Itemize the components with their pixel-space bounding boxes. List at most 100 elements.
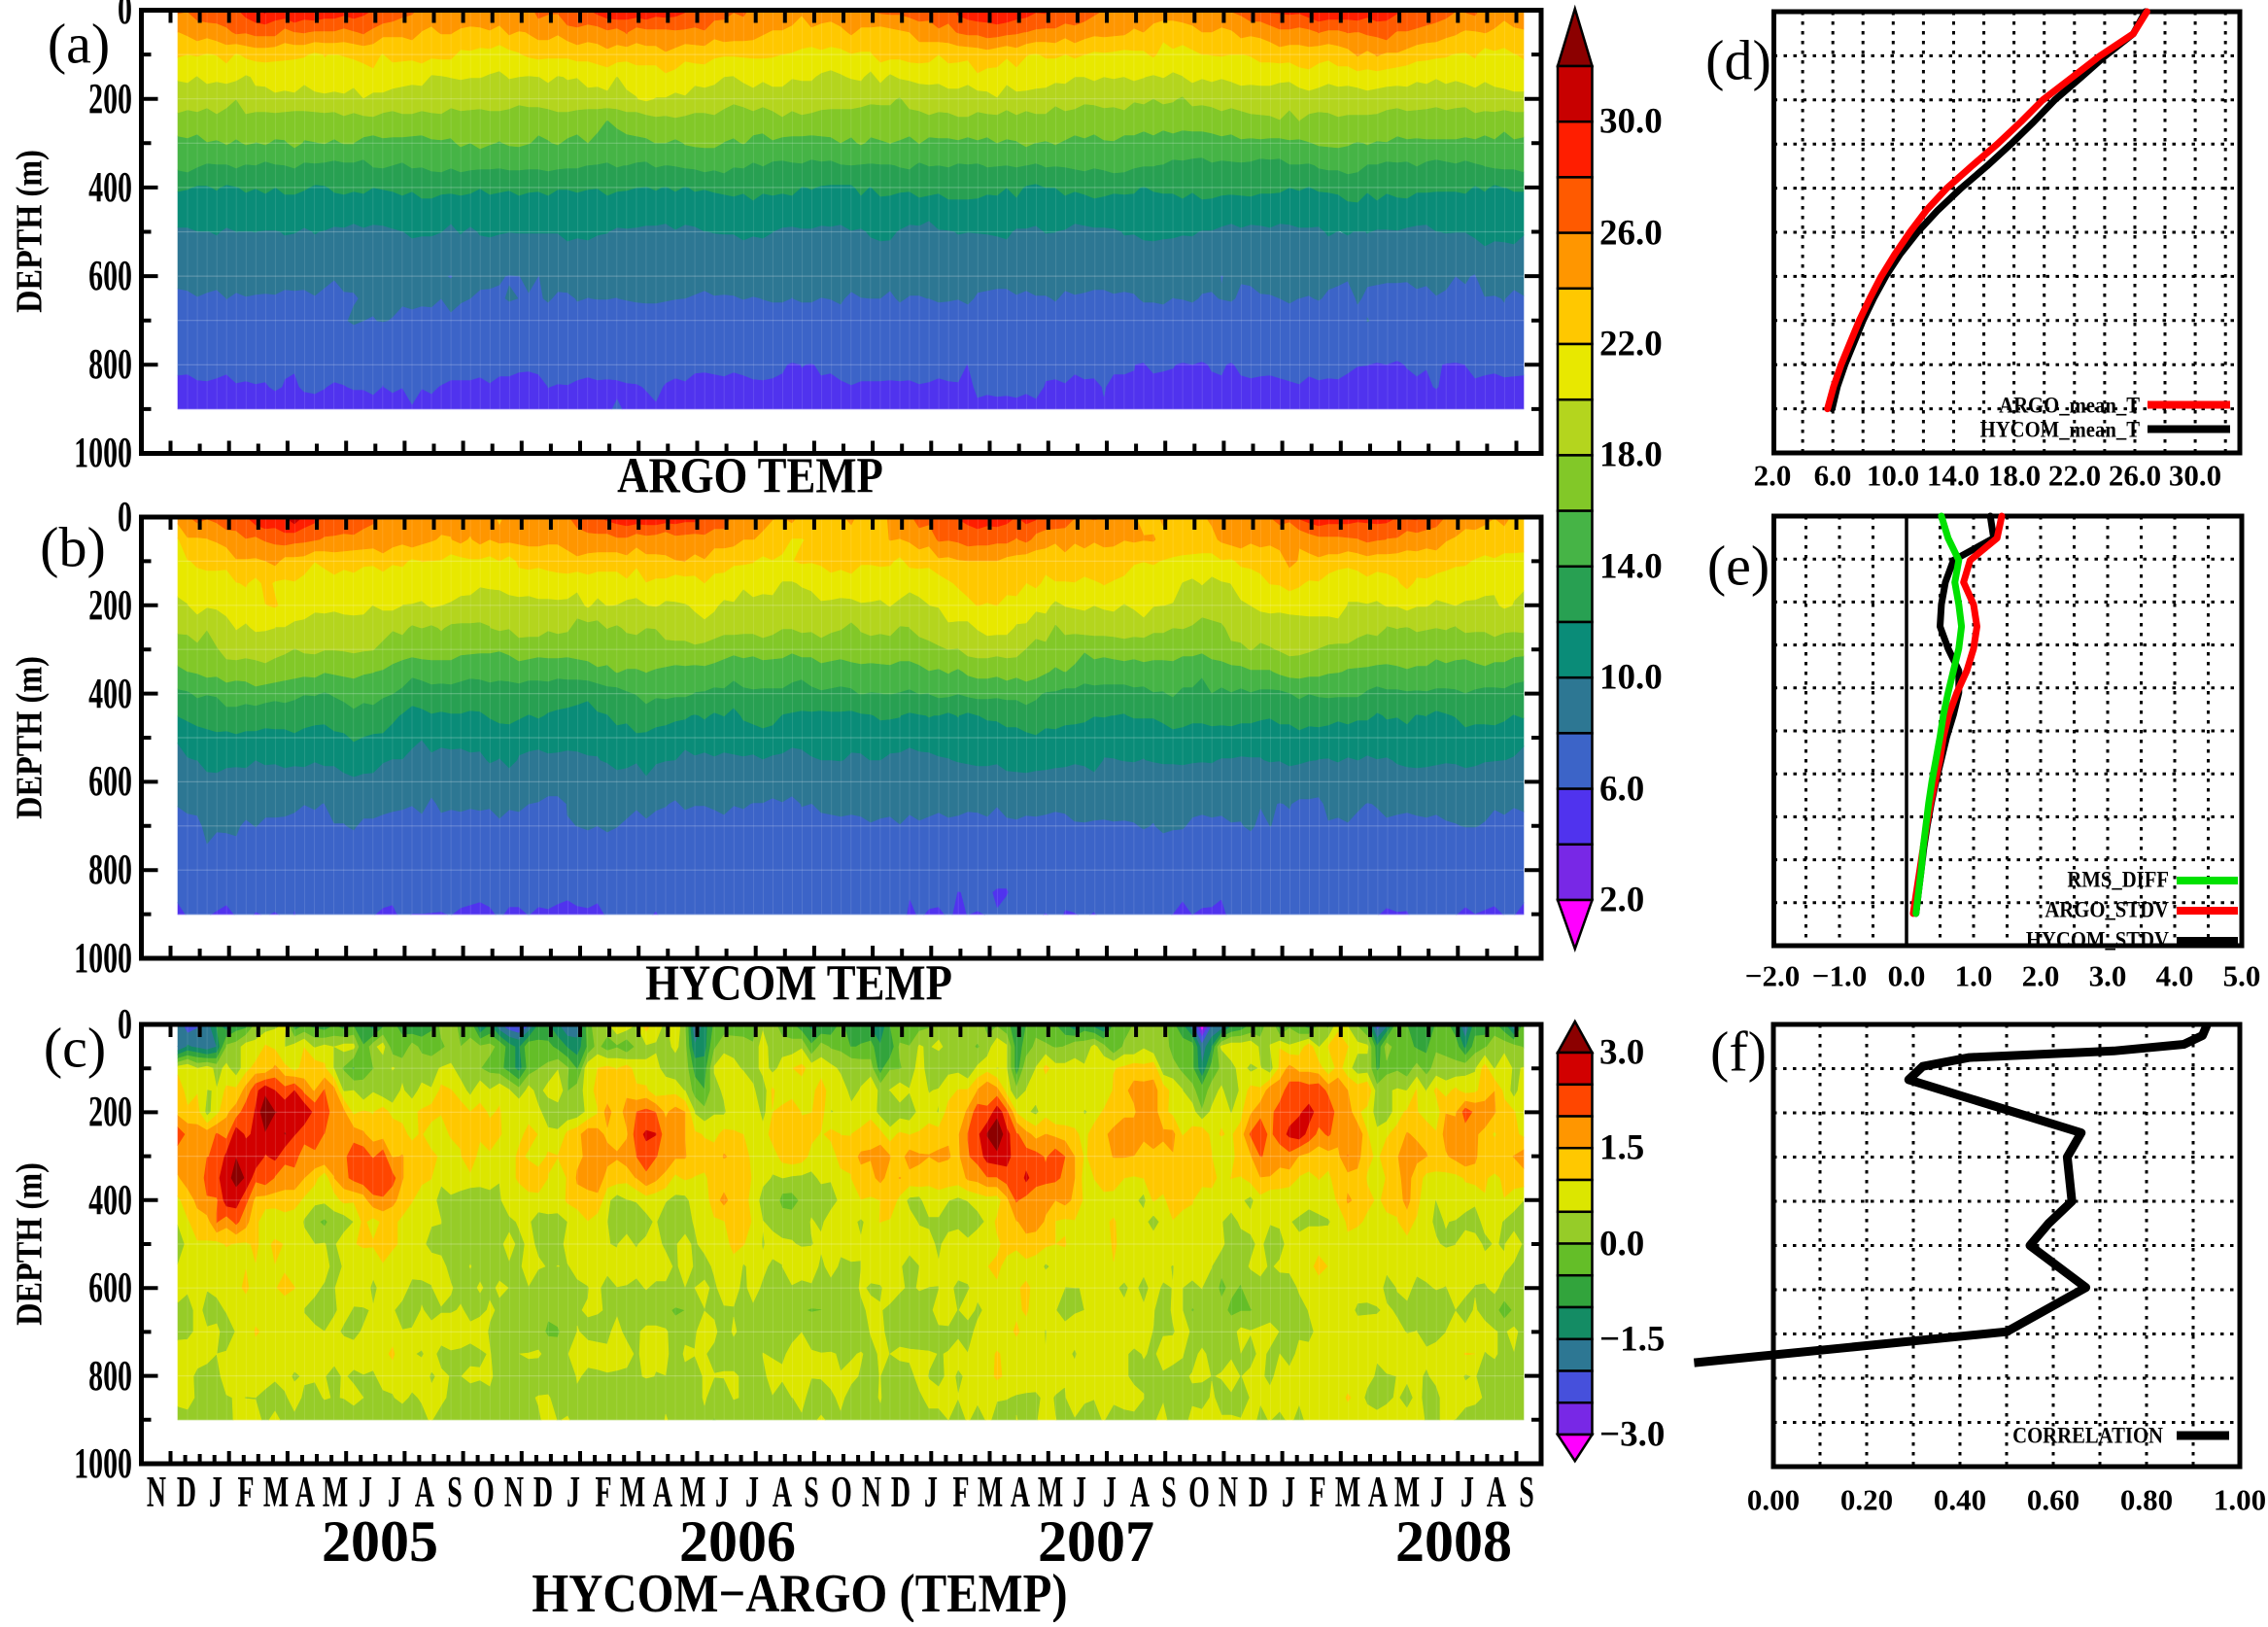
svg-text:18.0: 18.0 <box>1599 435 1663 475</box>
svg-text:M: M <box>263 1469 289 1516</box>
svg-text:F: F <box>1309 1469 1325 1516</box>
svg-text:DEPTH (m): DEPTH (m) <box>9 656 50 819</box>
svg-text:J: J <box>1460 1469 1474 1516</box>
svg-text:M: M <box>978 1469 1003 1516</box>
svg-text:M: M <box>323 1469 348 1516</box>
svg-text:2005: 2005 <box>322 1509 438 1574</box>
svg-text:N: N <box>862 1469 881 1516</box>
svg-text:J: J <box>567 1469 580 1516</box>
svg-text:4.0: 4.0 <box>2156 959 2194 993</box>
svg-text:14.0: 14.0 <box>1599 547 1663 587</box>
svg-text:O: O <box>1188 1469 1210 1516</box>
svg-text:400: 400 <box>88 163 132 211</box>
svg-text:0.00: 0.00 <box>1747 1483 1800 1517</box>
svg-text:1000: 1000 <box>74 429 132 476</box>
svg-text:800: 800 <box>88 1352 132 1400</box>
svg-text:(b): (b) <box>40 516 106 579</box>
svg-text:J: J <box>1282 1469 1295 1516</box>
svg-text:0.20: 0.20 <box>1840 1483 1893 1517</box>
svg-text:S: S <box>804 1469 819 1516</box>
svg-text:M: M <box>1335 1469 1360 1516</box>
svg-text:(c): (c) <box>44 1017 106 1080</box>
svg-text:26.0: 26.0 <box>1599 214 1663 254</box>
svg-text:N: N <box>1219 1469 1238 1516</box>
svg-text:14.0: 14.0 <box>1927 459 1979 493</box>
svg-text:22.0: 22.0 <box>2048 459 2101 493</box>
svg-text:200: 200 <box>88 75 132 122</box>
svg-text:J: J <box>1103 1469 1117 1516</box>
svg-text:J: J <box>388 1469 401 1516</box>
svg-text:J: J <box>1430 1469 1444 1516</box>
svg-text:J: J <box>209 1469 223 1516</box>
svg-text:0.80: 0.80 <box>2120 1483 2173 1517</box>
svg-text:−1.5: −1.5 <box>1599 1320 1665 1360</box>
svg-text:RMS_DIFF: RMS_DIFF <box>2067 867 2169 891</box>
svg-text:800: 800 <box>88 340 132 388</box>
svg-text:M: M <box>620 1469 645 1516</box>
svg-text:1.5: 1.5 <box>1599 1128 1644 1168</box>
svg-text:600: 600 <box>88 757 132 805</box>
svg-text:HYCOM TEMP: HYCOM TEMP <box>645 956 952 1012</box>
svg-text:10.0: 10.0 <box>1599 658 1663 698</box>
svg-text:A: A <box>1487 1469 1506 1516</box>
svg-text:0.0: 0.0 <box>1888 959 1926 993</box>
svg-text:2.0: 2.0 <box>1599 881 1644 920</box>
svg-text:(d): (d) <box>1705 29 1771 92</box>
svg-text:J: J <box>745 1469 759 1516</box>
svg-text:O: O <box>473 1469 495 1516</box>
svg-text:D: D <box>177 1469 196 1516</box>
svg-text:1000: 1000 <box>74 934 132 982</box>
svg-text:(f): (f) <box>1710 1021 1767 1084</box>
svg-text:ARGO_STDV: ARGO_STDV <box>2045 897 2169 921</box>
svg-text:−3.0: −3.0 <box>1599 1415 1665 1455</box>
svg-text:600: 600 <box>88 252 132 299</box>
svg-text:0.60: 0.60 <box>2027 1483 2079 1517</box>
svg-text:A: A <box>1011 1469 1030 1516</box>
svg-text:F: F <box>237 1469 254 1516</box>
svg-text:(a): (a) <box>48 13 110 76</box>
svg-text:200: 200 <box>88 581 132 629</box>
svg-text:J: J <box>359 1469 372 1516</box>
svg-text:DEPTH (m): DEPTH (m) <box>9 150 50 313</box>
svg-text:−2.0: −2.0 <box>1745 959 1800 993</box>
svg-text:1.00: 1.00 <box>2214 1483 2266 1517</box>
svg-text:M: M <box>1038 1469 1063 1516</box>
svg-text:0.0: 0.0 <box>1599 1225 1644 1264</box>
svg-text:ARGO TEMP: ARGO TEMP <box>617 449 883 504</box>
svg-text:2007: 2007 <box>1038 1509 1154 1574</box>
svg-text:CORRELATION: CORRELATION <box>2012 1423 2163 1447</box>
svg-text:A: A <box>773 1469 792 1516</box>
svg-text:0: 0 <box>118 1000 132 1048</box>
svg-text:HYCOM−ARGO (TEMP): HYCOM−ARGO (TEMP) <box>532 1564 1067 1622</box>
svg-text:3.0: 3.0 <box>2089 959 2127 993</box>
svg-text:A: A <box>295 1469 315 1516</box>
svg-text:30.0: 30.0 <box>2169 459 2221 493</box>
svg-text:DEPTH (m): DEPTH (m) <box>9 1162 50 1326</box>
svg-text:ARGO_mean_T: ARGO_mean_T <box>1999 393 2140 417</box>
svg-text:10.0: 10.0 <box>1867 459 1919 493</box>
svg-text:S: S <box>1161 1469 1177 1516</box>
svg-text:J: J <box>924 1469 938 1516</box>
svg-text:HYCOM_STDV: HYCOM_STDV <box>2026 927 2169 952</box>
svg-text:3.0: 3.0 <box>1599 1033 1644 1073</box>
svg-text:J: J <box>715 1469 729 1516</box>
svg-text:0: 0 <box>118 493 132 540</box>
svg-text:A: A <box>1130 1469 1150 1516</box>
svg-text:M: M <box>1394 1469 1420 1516</box>
svg-text:N: N <box>504 1469 524 1516</box>
svg-text:0: 0 <box>118 0 132 34</box>
svg-text:1.0: 1.0 <box>1955 959 1993 993</box>
svg-text:A: A <box>1368 1469 1388 1516</box>
svg-text:D: D <box>891 1469 911 1516</box>
svg-text:2.0: 2.0 <box>1754 459 1792 493</box>
svg-text:18.0: 18.0 <box>1988 459 2041 493</box>
svg-text:6.0: 6.0 <box>1599 770 1644 810</box>
svg-text:M: M <box>680 1469 705 1516</box>
svg-text:800: 800 <box>88 846 132 893</box>
svg-text:5.0: 5.0 <box>2223 959 2261 993</box>
svg-text:D: D <box>533 1469 553 1516</box>
svg-text:2006: 2006 <box>679 1509 796 1574</box>
svg-text:2.0: 2.0 <box>2022 959 2060 993</box>
svg-text:A: A <box>415 1469 434 1516</box>
svg-text:2008: 2008 <box>1395 1509 1512 1574</box>
